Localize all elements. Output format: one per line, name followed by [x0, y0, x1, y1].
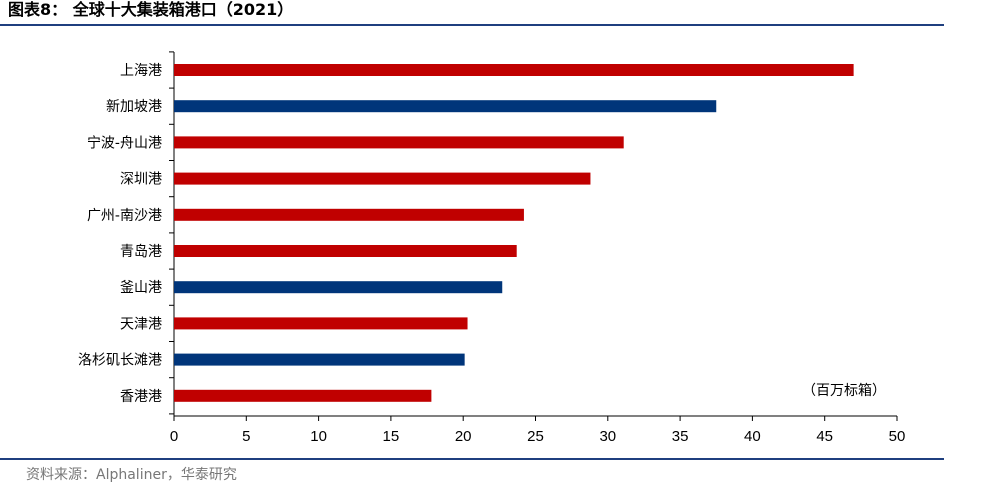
category-label: 青岛港 — [120, 244, 162, 260]
bar-9 — [174, 353, 465, 366]
figure-title: 图表8： 全球十大集装箱港口（2021） — [8, 0, 294, 19]
category-label: 釜山港 — [120, 280, 162, 296]
category-label: 宁波-舟山港 — [87, 134, 162, 151]
x-tick-label: 20 — [455, 428, 472, 445]
x-tick-label: 15 — [383, 428, 400, 445]
bar-2 — [174, 100, 717, 113]
category-label: 深圳港 — [120, 172, 162, 188]
unit-label: （百万标箱） — [802, 383, 886, 399]
bottom-divider — [0, 458, 944, 460]
category-label: 广州-南沙港 — [87, 208, 162, 224]
bar-5 — [174, 208, 524, 221]
x-tick-label: 45 — [816, 428, 833, 445]
source-note: 资料来源：Alphaliner，华泰研究 — [26, 467, 237, 483]
category-label: 上海港 — [120, 63, 162, 79]
bar-8 — [174, 317, 468, 330]
category-label: 香港港 — [120, 389, 162, 405]
x-tick-label: 50 — [889, 428, 906, 445]
top-divider — [0, 24, 944, 26]
x-tick-label: 10 — [310, 428, 327, 445]
x-tick-label: 30 — [599, 428, 616, 445]
bar-10 — [174, 389, 432, 402]
bar-6 — [174, 245, 517, 257]
x-tick-label: 35 — [672, 428, 689, 445]
x-tick-label: 0 — [170, 428, 178, 445]
bar-3 — [174, 136, 624, 149]
category-label: 新加坡港 — [106, 99, 162, 115]
bar-7 — [174, 281, 503, 294]
category-label: 洛杉矶长滩港 — [78, 353, 162, 369]
category-label: 天津港 — [120, 316, 162, 332]
bar-4 — [174, 172, 591, 185]
x-tick-label: 25 — [527, 428, 544, 445]
bar-1 — [174, 64, 854, 76]
x-tick-label: 5 — [242, 428, 250, 445]
x-tick-label: 40 — [744, 428, 761, 445]
